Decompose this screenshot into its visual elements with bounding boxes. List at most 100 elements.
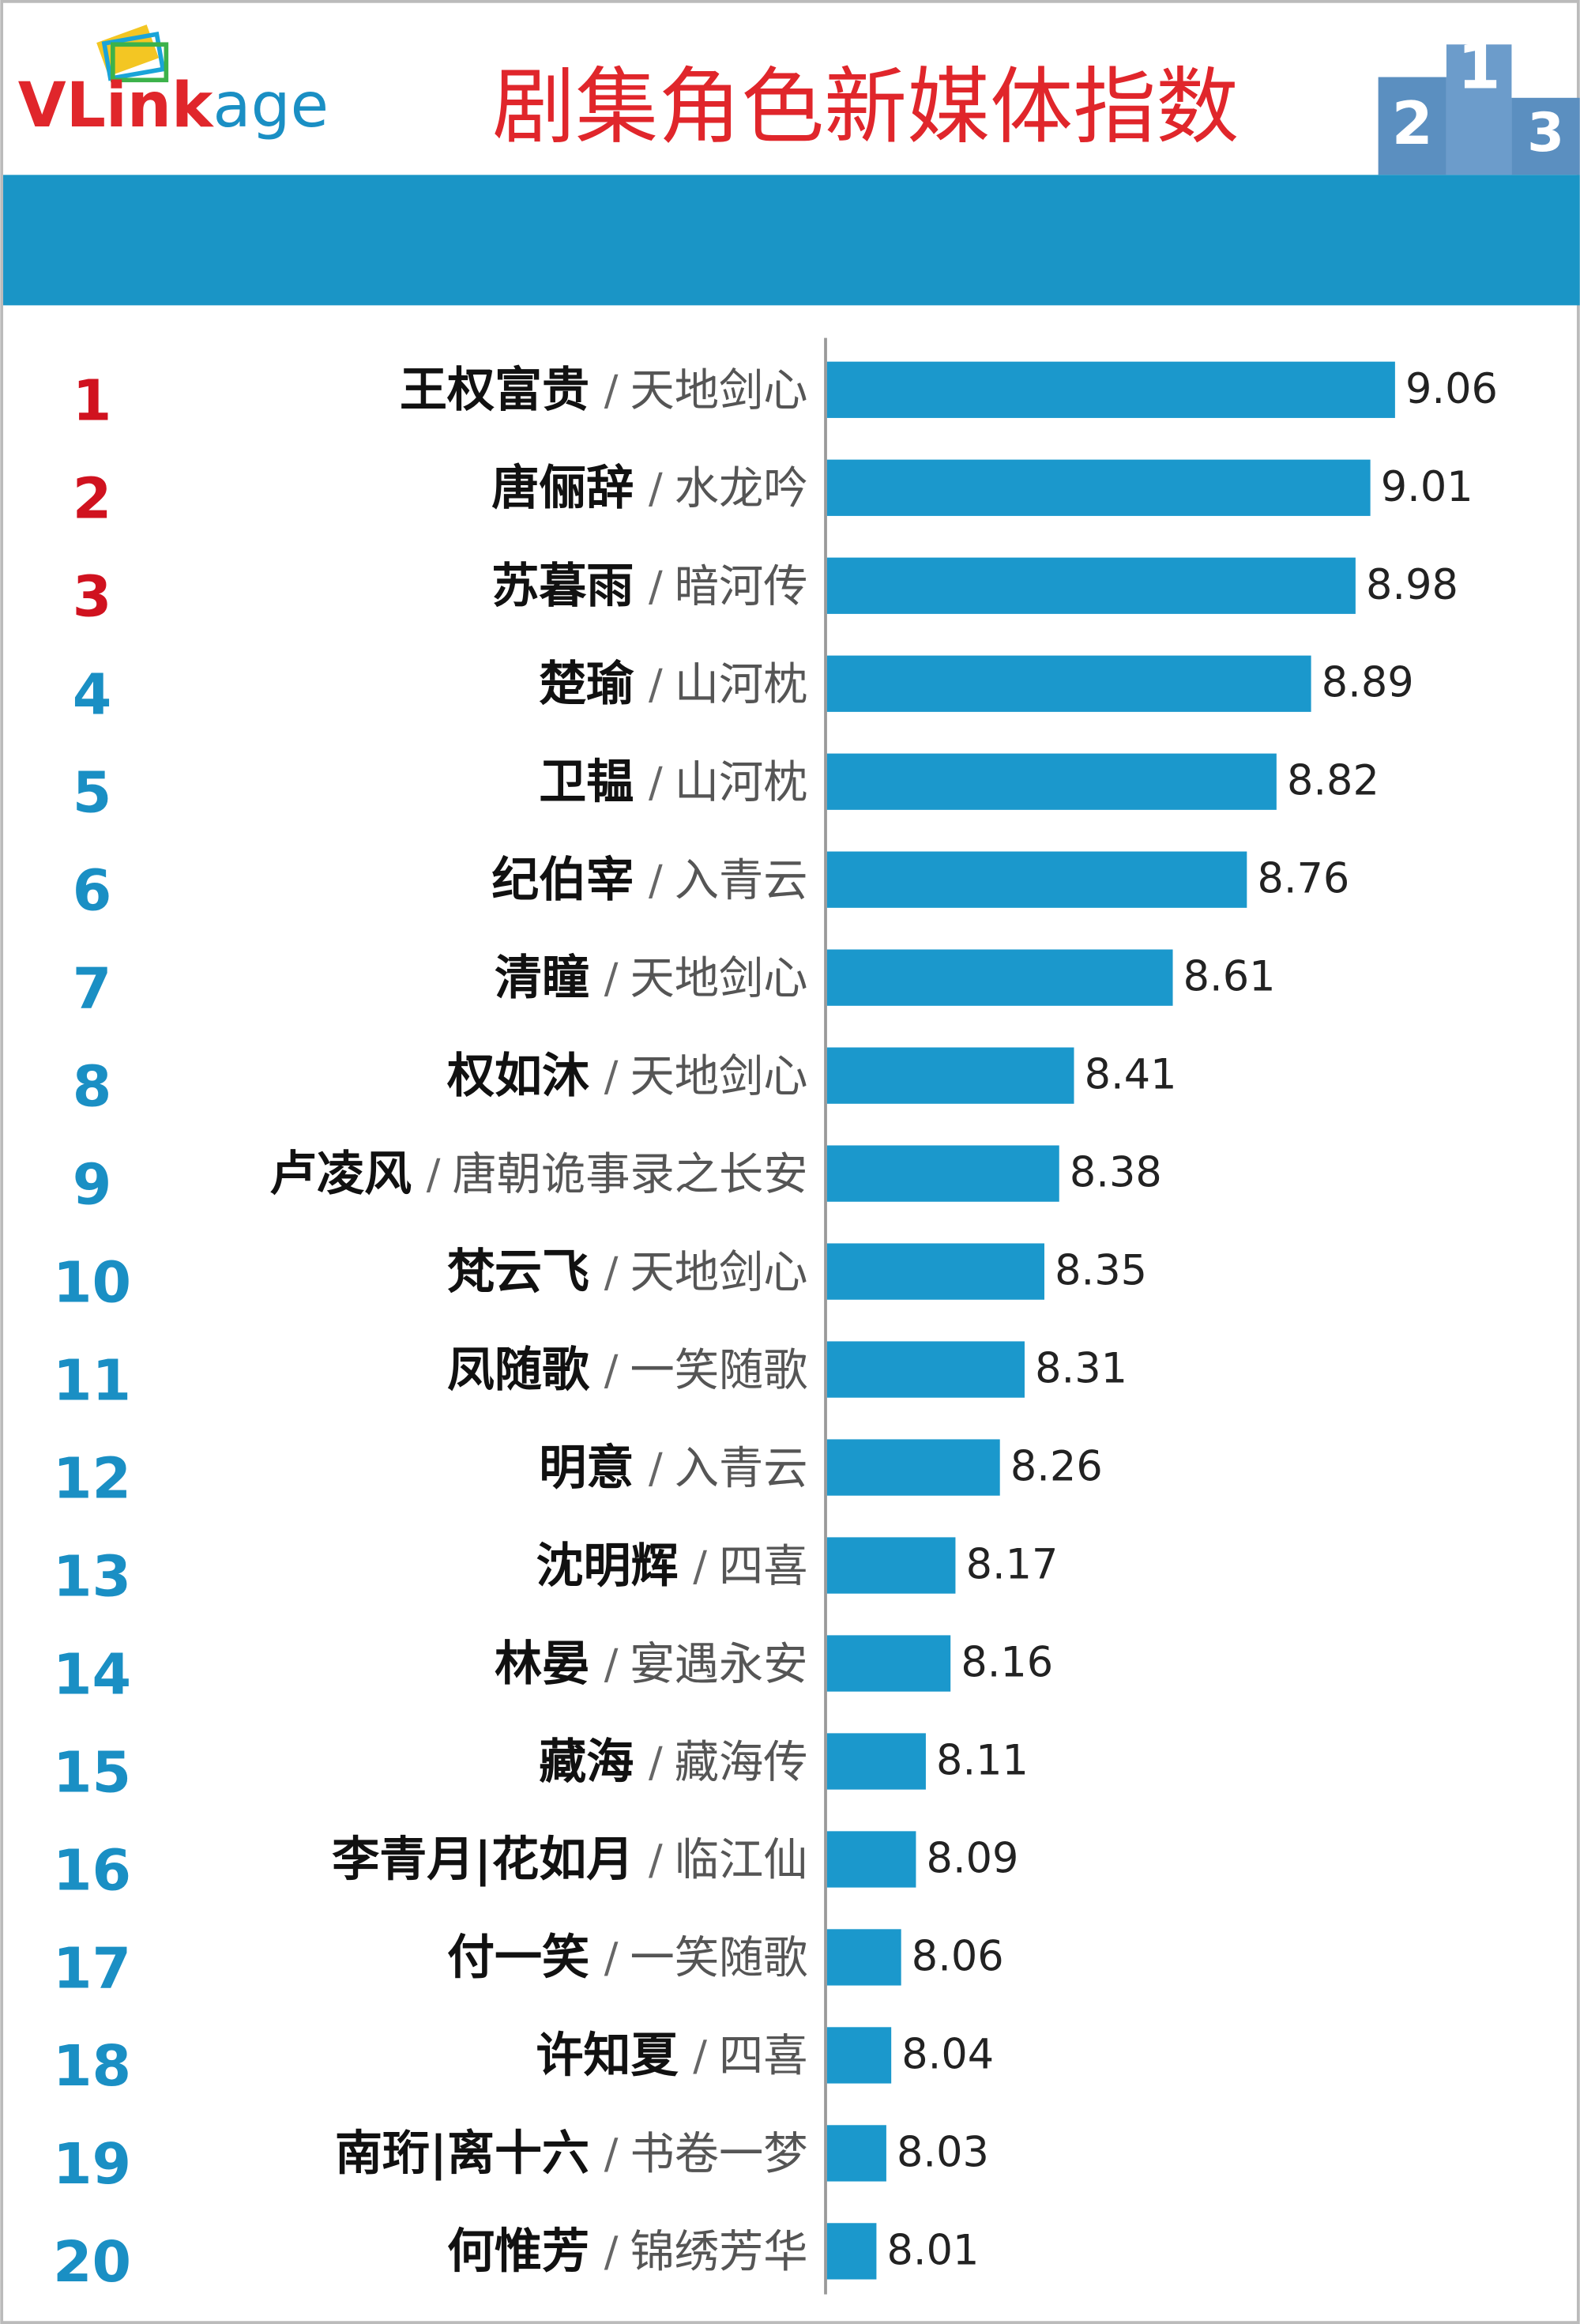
separator: / <box>649 1738 663 1786</box>
show-name: 入青云 <box>675 855 808 906</box>
value-label: 8.06 <box>912 1932 1004 1980</box>
category-label: 何惟芳 / 锦绣芳华 <box>447 2224 808 2279</box>
category-label: 权如沐 / 天地剑心 <box>446 1048 808 1103</box>
show-name: 天地剑心 <box>630 953 807 1004</box>
category-label: 凤随歌 / 一笑随歌 <box>447 1342 808 1397</box>
separator: / <box>649 465 663 513</box>
character-name: 沈明辉 <box>536 1538 678 1593</box>
category-label: 唐俪辞 / 水龙吟 <box>491 461 807 516</box>
value-label: 8.09 <box>927 1835 1019 1883</box>
category-label: 梵云飞 / 天地剑心 <box>447 1244 808 1299</box>
character-name: 明意 <box>539 1440 634 1495</box>
rank-label: 16 <box>53 1837 131 1903</box>
chart-title: 剧集角色新媒体指数 <box>492 58 1239 155</box>
bar <box>826 753 1277 810</box>
category-label: 沈明辉 / 四喜 <box>536 1538 807 1593</box>
show-name: 天地剑心 <box>630 1246 807 1298</box>
character-name: 纪伯宰 <box>491 853 634 908</box>
character-name: 林晏 <box>495 1636 589 1691</box>
bar <box>826 1341 1025 1398</box>
bar <box>826 851 1247 908</box>
rank-label: 7 <box>73 955 112 1021</box>
value-label: 9.06 <box>1405 365 1498 413</box>
show-name: 藏海传 <box>675 1736 808 1787</box>
category-label: 清瞳 / 天地剑心 <box>495 951 808 1006</box>
character-name: 李青月|花如月 <box>332 1832 634 1887</box>
rank-label: 9 <box>73 1151 112 1217</box>
bar <box>826 361 1395 418</box>
show-name: 书卷一梦 <box>630 2128 807 2179</box>
value-label: 8.38 <box>1070 1149 1162 1197</box>
value-label: 8.11 <box>936 1737 1029 1785</box>
character-name: 梵云飞 <box>447 1244 589 1299</box>
bar <box>826 1047 1074 1104</box>
category-label: 纪伯宰 / 入青云 <box>491 853 807 908</box>
bar <box>826 655 1311 712</box>
value-label: 8.26 <box>1010 1443 1103 1491</box>
value-label: 8.17 <box>966 1541 1059 1589</box>
separator: / <box>693 2032 707 2080</box>
bar <box>826 1439 1000 1496</box>
rank-label: 5 <box>73 759 112 825</box>
value-label: 8.01 <box>887 2226 980 2274</box>
rank-label: 11 <box>53 1347 131 1413</box>
show-name: 临江仙 <box>675 1834 808 1885</box>
value-label: 8.76 <box>1257 855 1349 903</box>
character-name: 许知夏 <box>536 2028 679 2083</box>
rank-label: 8 <box>73 1053 112 1119</box>
category-label: 明意 / 入青云 <box>539 1440 807 1495</box>
podium-label: 1 <box>1458 31 1501 104</box>
bar <box>826 1537 956 1594</box>
value-label: 8.03 <box>897 2128 989 2176</box>
show-name: 天地剑心 <box>630 365 807 416</box>
category-label: 卢凌风 / 唐朝诡事录之长安 <box>269 1146 808 1201</box>
value-label: 8.89 <box>1322 659 1414 707</box>
rank-label: 18 <box>53 2033 131 2099</box>
bar <box>826 557 1356 614</box>
logo-part: age <box>213 69 329 141</box>
separator: / <box>649 857 663 905</box>
rank-label: 13 <box>53 1543 131 1609</box>
separator: / <box>649 759 663 807</box>
rank-label: 3 <box>73 564 112 630</box>
rank-label: 17 <box>53 1935 131 2001</box>
character-name: 唐俪辞 <box>491 461 634 516</box>
rank-label: 19 <box>53 2131 131 2197</box>
character-name: 王权富贵 <box>400 363 589 418</box>
logo-card <box>101 31 166 81</box>
character-name: 卫韫 <box>539 755 634 810</box>
bar <box>826 1635 951 1692</box>
separator: / <box>604 1346 619 1394</box>
category-label: 苏暮雨 / 暗河传 <box>491 559 807 614</box>
show-name: 宴遇永安 <box>630 1638 807 1689</box>
rank-label: 6 <box>73 857 112 923</box>
separator: / <box>604 1934 619 1982</box>
category-label: 付一笑 / 一笑随歌 <box>447 1930 808 1985</box>
show-name: 暗河传 <box>675 561 808 612</box>
logo: VLinkage <box>18 69 329 141</box>
separator: / <box>604 1053 619 1101</box>
value-label: 8.04 <box>901 2030 994 2078</box>
bar <box>826 1243 1044 1300</box>
character-name: 付一笑 <box>447 1930 589 1985</box>
separator: / <box>649 1444 663 1492</box>
separator: / <box>604 1640 619 1688</box>
show-name: 山河枕 <box>675 659 808 710</box>
separator: / <box>604 2130 619 2178</box>
show-name: 四喜 <box>719 1540 808 1591</box>
bar <box>826 2125 886 2182</box>
value-label: 8.82 <box>1287 757 1379 805</box>
show-name: 锦绣芳华 <box>630 2226 807 2277</box>
rank-label: 1 <box>73 368 112 434</box>
podium-block <box>1378 77 1446 175</box>
logo-part: VLink <box>18 69 214 141</box>
separator: / <box>649 661 663 709</box>
separator: / <box>604 1249 619 1297</box>
bar <box>826 1145 1059 1202</box>
rank-label: 12 <box>53 1445 131 1511</box>
separator: / <box>649 563 663 611</box>
character-name: 权如沐 <box>446 1048 589 1103</box>
separator: / <box>604 367 619 415</box>
bar <box>826 1831 916 1888</box>
